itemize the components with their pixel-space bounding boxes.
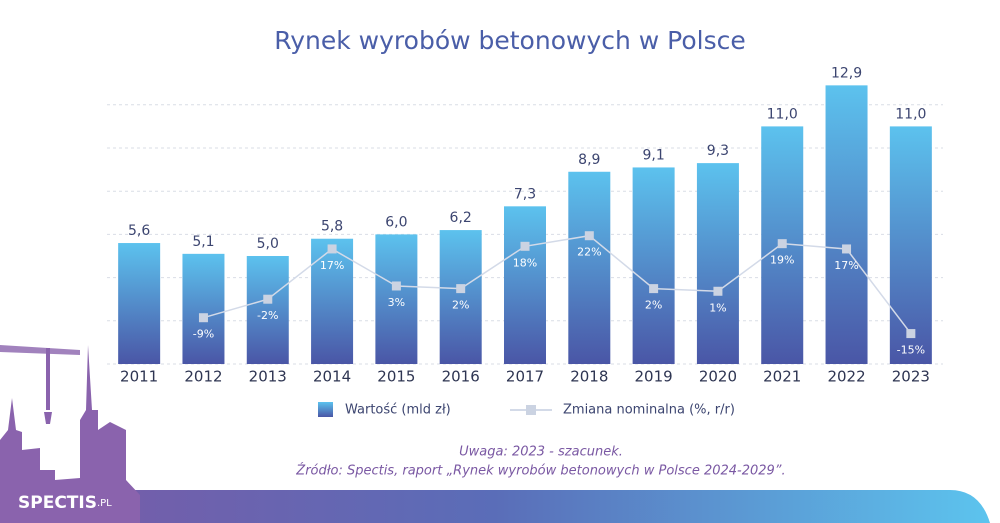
plot-area: 2011 2012 2013 2014 2015 2016 2017 2018 2019 2020…	[107, 65, 943, 386]
legend: Wartość (mld zł) Zmiana nominalna (%, r/…	[318, 402, 735, 418]
x-tick-label: 2021	[763, 368, 801, 386]
bar	[182, 253, 225, 364]
data-label: 11,0	[767, 106, 798, 122]
line-marker	[777, 239, 787, 249]
bar	[375, 234, 418, 364]
source: Źródło: Spectis, raport „Rynek wyrobów b…	[295, 463, 785, 479]
x-tick-label: 2020	[699, 368, 737, 386]
line-marker	[520, 241, 530, 251]
x-tick-label: 2011	[120, 368, 158, 386]
data-label: -2%	[257, 309, 278, 322]
logo-suffix: .PL	[97, 498, 112, 509]
data-label: 19%	[770, 254, 794, 267]
logo-name: SPECTIS	[18, 493, 97, 513]
data-label: 2%	[645, 299, 662, 312]
x-tick-label: 2019	[635, 368, 673, 386]
bar	[439, 230, 482, 364]
line-marker	[713, 286, 723, 296]
data-label: 17%	[320, 259, 344, 272]
data-label: 8,9	[578, 152, 600, 168]
line-marker	[198, 313, 208, 323]
bar	[632, 167, 675, 364]
line-marker	[584, 231, 594, 241]
line-marker	[327, 244, 337, 254]
x-tick-label: 2022	[827, 368, 865, 386]
data-label: 17%	[834, 259, 858, 272]
x-tick-label: 2015	[377, 368, 415, 386]
legend-marker	[526, 405, 536, 415]
bar	[246, 256, 289, 364]
chart-title: Rynek wyrobów betonowych w Polsce	[274, 26, 746, 55]
legend-label: Zmiana nominalna (%, r/r)	[563, 403, 735, 418]
line	[203, 234, 912, 335]
footer-band	[0, 490, 990, 523]
line-marker	[263, 294, 273, 304]
legend-label: Wartość (mld zł)	[345, 403, 451, 418]
data-label: 9,1	[642, 147, 664, 163]
note: Uwaga: 2023 - szacunek.	[459, 445, 623, 460]
data-label: 18%	[513, 256, 537, 269]
skyline	[0, 345, 140, 523]
data-label: 6,2	[450, 210, 472, 226]
data-label: 1%	[709, 301, 726, 314]
legend-swatch	[318, 402, 333, 417]
line-marker	[842, 244, 852, 254]
x-tick-label: 2012	[184, 368, 222, 386]
data-label: 6,0	[385, 214, 407, 230]
data-label: 5,6	[128, 223, 150, 239]
logo: SPECTIS.PL	[18, 493, 112, 513]
line-marker	[456, 284, 466, 294]
x-tick-label: 2018	[570, 368, 608, 386]
bar	[825, 85, 868, 365]
bar	[504, 206, 546, 364]
x-tick-label: 2014	[313, 368, 351, 386]
bar	[118, 243, 161, 364]
data-label: 11,0	[895, 106, 926, 122]
data-label: 5,1	[192, 234, 214, 250]
line-marker	[906, 329, 916, 339]
data-label: 12,9	[831, 65, 862, 81]
x-tick-label: 2013	[249, 368, 287, 386]
data-label: 5,8	[321, 219, 343, 235]
data-label: 2%	[452, 299, 469, 312]
data-label: 5,0	[257, 236, 279, 252]
line-marker	[649, 284, 659, 294]
bar	[568, 171, 611, 364]
bar	[889, 126, 932, 365]
data-label: 9,3	[707, 143, 729, 159]
x-tick-label: 2016	[442, 368, 480, 386]
data-label: 3%	[388, 296, 405, 309]
bar	[696, 163, 739, 364]
data-label: 7,3	[514, 186, 536, 202]
x-tick-label: 2017	[506, 368, 544, 386]
data-label: 22%	[577, 246, 601, 259]
data-label: -9%	[193, 328, 214, 341]
line-marker	[391, 281, 401, 291]
data-label: -15%	[897, 344, 925, 357]
x-tick-label: 2023	[892, 368, 930, 386]
